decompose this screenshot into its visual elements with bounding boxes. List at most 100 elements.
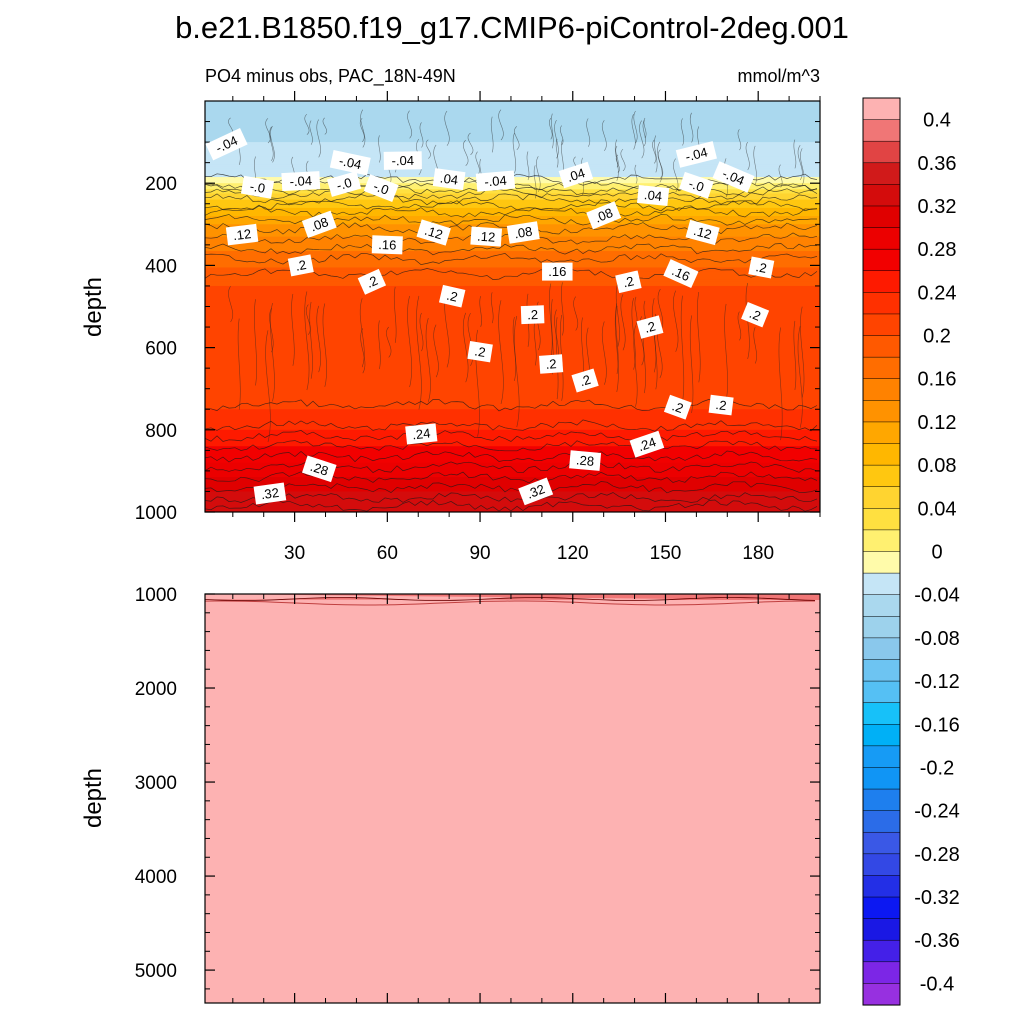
depth-fill-strip <box>205 306 820 310</box>
contour-label-text: .24 <box>636 434 658 454</box>
contour-streak <box>642 120 646 147</box>
depth-fill-strip <box>205 281 820 285</box>
depth-fill-strip <box>205 435 820 439</box>
contour-streak <box>673 290 679 352</box>
depth-fill-strip <box>205 409 820 412</box>
contour-label: -.04 <box>383 151 422 170</box>
depth-fill-strip <box>205 191 820 195</box>
contour-label-box <box>571 368 599 393</box>
contour-streak <box>322 117 327 135</box>
contour-label: .2 <box>708 394 734 416</box>
depth-fill-strip <box>205 154 820 158</box>
depth-fill-strip <box>205 403 820 406</box>
depth-fill-strip <box>205 472 820 476</box>
colorbar-swatch <box>862 616 901 639</box>
contour-label-text: -.04 <box>338 153 363 172</box>
depth-fill-strip <box>205 150 820 153</box>
contour-streak <box>634 296 638 326</box>
contour-label: .2 <box>741 302 770 328</box>
contour-label: -.0 <box>679 171 714 199</box>
depth-fill-strip <box>205 318 820 322</box>
depth-fill-strip <box>205 242 820 246</box>
depth-fill-strip <box>205 413 820 417</box>
colorbar-swatch <box>862 486 901 509</box>
contour-label-box <box>416 219 451 246</box>
colorbar-swatch <box>862 97 901 121</box>
isoline <box>205 481 818 494</box>
contour-streak <box>697 291 701 383</box>
depth-fill-strip <box>205 158 820 162</box>
depth-fill-strip <box>205 333 820 336</box>
contour-label: -.04 <box>675 141 718 168</box>
depth-fill-strip <box>205 125 820 129</box>
contour-label: .08 <box>301 210 337 238</box>
contour-streak <box>639 316 645 366</box>
depth-fill-strip <box>205 433 820 437</box>
colorbar-label: -0.32 <box>914 887 960 909</box>
contour-label-text: .08 <box>593 205 615 226</box>
colorbar-swatch <box>862 702 901 725</box>
contour-label-text: -.0 <box>687 176 706 195</box>
contour-streak <box>753 327 757 364</box>
contour-label: .2 <box>748 256 775 279</box>
depth-fill-strip <box>205 361 820 365</box>
colorbar-label: -0.16 <box>914 714 960 736</box>
contour-streak <box>615 145 619 168</box>
isoline <box>205 199 818 212</box>
depth-fill-strip <box>205 322 820 326</box>
contour-label-text: -.04 <box>484 173 508 190</box>
contour-label-text: -.0 <box>249 179 267 196</box>
contour-label-text: .04 <box>565 165 587 185</box>
depth-fill-strip <box>205 308 820 312</box>
contour-streak <box>549 283 553 358</box>
colorbar-swatch <box>862 983 901 1006</box>
colorbar-swatch <box>862 572 901 596</box>
panel-subtitle-units: mmol/m^3 <box>738 66 820 86</box>
contour-streak <box>526 151 530 181</box>
colorbar-swatch <box>862 918 901 941</box>
colorbar-label: 0.28 <box>918 239 957 261</box>
contour-streak <box>601 321 607 385</box>
depth-fill-strip <box>205 283 820 287</box>
depth-fill-strip <box>205 216 820 219</box>
depth-fill-strip <box>205 359 820 363</box>
contour-streak <box>467 312 474 366</box>
colorbar-swatch <box>862 529 901 553</box>
contour-streak <box>498 300 504 404</box>
depth-fill-strip <box>205 152 820 156</box>
contour-label: .2 <box>287 254 314 277</box>
depth-fill-strip <box>205 456 820 460</box>
contour-streak <box>800 306 805 398</box>
contour-label-box <box>405 423 438 445</box>
contour-label-text: .2 <box>578 372 593 390</box>
contour-label-box <box>712 161 755 193</box>
contour-label-box <box>467 341 493 363</box>
contour-streak <box>305 304 311 335</box>
contour-streak <box>657 149 664 179</box>
colorbar-swatch <box>862 313 901 337</box>
contour-streak <box>614 303 619 393</box>
depth-fill-strip <box>205 107 820 110</box>
depth-fill-strip <box>205 452 820 456</box>
isoline <box>205 205 818 218</box>
contour-label-box <box>679 171 714 199</box>
contour-label-text: -.0 <box>371 178 391 197</box>
contour-label: .2 <box>636 315 664 339</box>
depth-fill-strip <box>205 464 820 468</box>
depth-fill-strip <box>205 160 820 164</box>
colorbar-swatch <box>862 140 901 164</box>
depth-fill-strip <box>205 207 820 211</box>
colorbar-swatch <box>862 227 901 250</box>
depth-fill-strip <box>205 450 820 454</box>
contour-streak <box>634 164 638 184</box>
contour-streak <box>778 164 783 188</box>
contour-label-text: .32 <box>260 485 280 502</box>
contour-streak <box>615 305 619 374</box>
top-panel-y-axis-label: depth <box>80 277 107 337</box>
contour-label-box <box>741 302 770 328</box>
isoline <box>205 243 817 256</box>
depth-fill-strip <box>205 248 820 252</box>
contour-streak <box>673 158 679 193</box>
y-tick-label: 800 <box>145 421 177 442</box>
